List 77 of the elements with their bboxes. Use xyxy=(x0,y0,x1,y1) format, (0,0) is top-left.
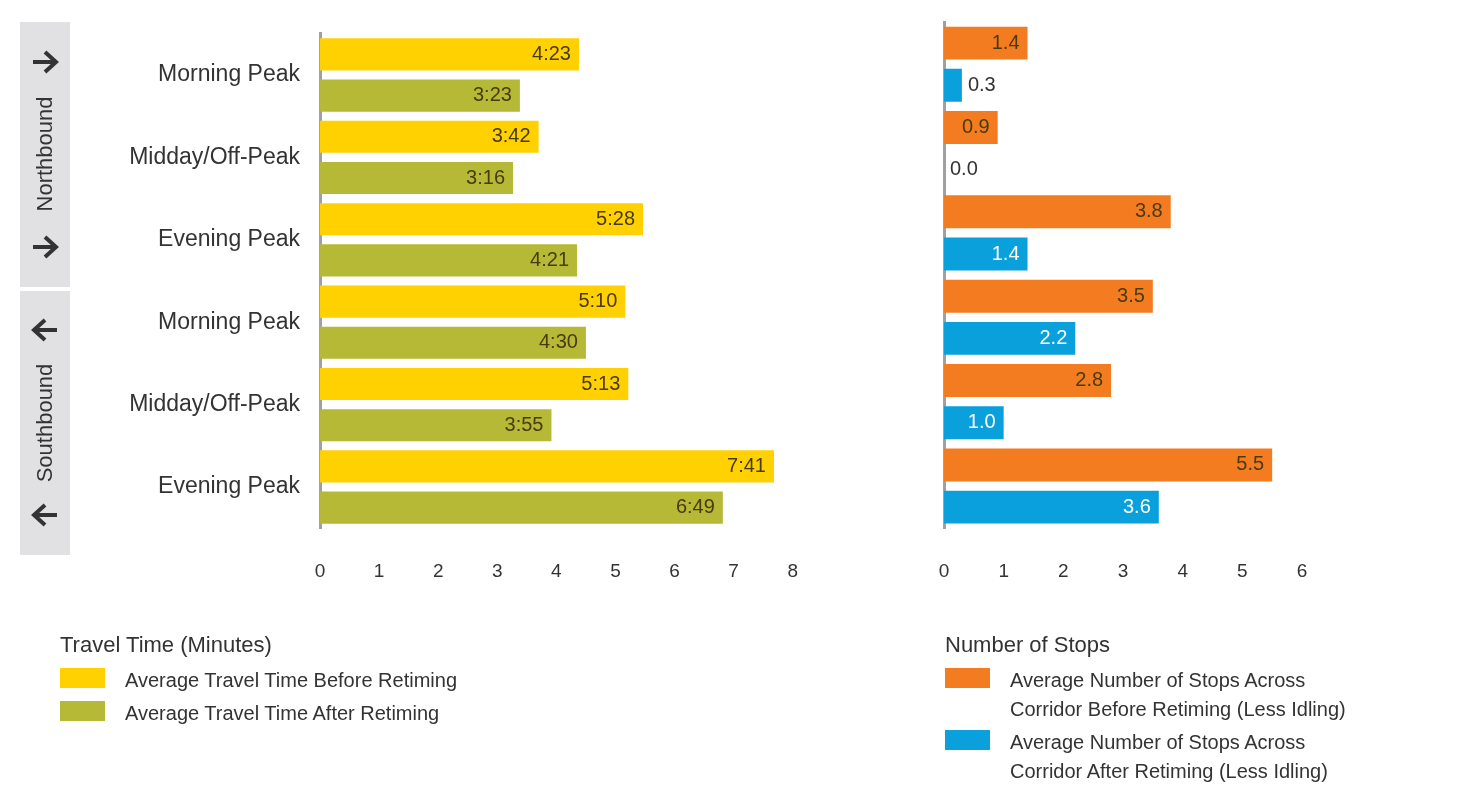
legend-label: Average Number of Stops Across Corridor Before Retiming (Less Idling) xyxy=(1010,668,1347,722)
x-tick-label: 3 xyxy=(491,559,503,581)
bar xyxy=(320,491,723,524)
data-label: 0.0 xyxy=(950,157,978,180)
data-label: 3:55 xyxy=(504,412,544,435)
bar xyxy=(944,406,1004,440)
x-tick-label: 0 xyxy=(938,559,950,581)
bar xyxy=(944,111,998,144)
data-label: 3:16 xyxy=(466,165,506,188)
text: Northbound xyxy=(32,96,58,212)
data-label: 2.8 xyxy=(1075,368,1104,391)
bar xyxy=(320,120,539,153)
data-label: 1.0 xyxy=(967,410,996,433)
x-tick-label: 3 xyxy=(1117,559,1129,581)
legend-label: Average Number of Stops Across Corridor After Retiming (Less Idling) xyxy=(1010,730,1329,784)
data-label: 2.2 xyxy=(1039,325,1068,348)
bar xyxy=(320,161,514,195)
x-tick-label: 2 xyxy=(1058,559,1069,581)
bar xyxy=(320,38,579,71)
y-tick-label: Evening Peak xyxy=(158,225,301,252)
bar xyxy=(320,203,644,236)
bar xyxy=(320,409,552,442)
x-tick-label: 0 xyxy=(314,559,326,581)
x-tick-label: 1 xyxy=(373,559,385,581)
x-tick-label: 7 xyxy=(728,559,739,581)
y-tick-label: Morning Peak xyxy=(158,307,301,334)
legend-label: Average Travel Time Before Retiming xyxy=(125,668,458,693)
bar xyxy=(320,450,774,483)
data-label: 5:13 xyxy=(581,371,621,394)
x-tick-label: 4 xyxy=(551,559,563,581)
legend-title: Travel Time (Minutes) xyxy=(60,632,273,658)
bar xyxy=(944,26,1028,60)
x-tick-label: 5 xyxy=(1237,559,1248,581)
bar xyxy=(944,279,1153,313)
y-tick-label: Midday/Off-Peak xyxy=(129,142,301,169)
x-tick-label: 1 xyxy=(998,559,1009,581)
bar xyxy=(320,367,629,401)
y-tick-label: Midday/Off-Peak xyxy=(129,389,301,416)
bar xyxy=(944,195,1171,229)
data-label: 6:49 xyxy=(675,495,715,518)
data-label: 4:30 xyxy=(538,330,578,353)
bar xyxy=(320,244,578,277)
x-tick-label: 6 xyxy=(669,559,680,581)
y-tick-label: Morning Peak xyxy=(158,60,301,87)
data-label: 1.4 xyxy=(991,30,1020,53)
text: Southbound xyxy=(32,363,58,483)
data-label: 3.5 xyxy=(1117,283,1145,306)
x-tick-label: 8 xyxy=(787,559,799,581)
data-label: 5.5 xyxy=(1236,452,1265,475)
data-label: 0.3 xyxy=(967,72,996,95)
data-label: 3:42 xyxy=(491,124,531,147)
x-tick-label: 4 xyxy=(1177,559,1189,581)
data-label: 3.8 xyxy=(1134,199,1163,222)
x-tick-label: 2 xyxy=(432,559,444,581)
x-tick-label: 5 xyxy=(610,559,621,581)
y-tick-label: Evening Peak xyxy=(158,472,301,499)
data-label: 4:21 xyxy=(530,247,570,270)
data-label: 1.4 xyxy=(991,241,1020,264)
data-label: 7:41 xyxy=(727,453,766,476)
bar xyxy=(944,68,962,102)
bar xyxy=(944,448,1273,482)
bar xyxy=(320,326,586,359)
legend-label: Average Travel Time After Retiming xyxy=(125,701,440,726)
legend-title: Number of Stops xyxy=(945,632,1112,658)
bar xyxy=(320,79,520,112)
data-label: 0.9 xyxy=(961,114,990,137)
bar xyxy=(944,490,1159,524)
data-label: 5:10 xyxy=(578,289,618,312)
bar xyxy=(944,364,1112,398)
data-label: 4:23 xyxy=(532,41,571,64)
bar xyxy=(944,321,1076,355)
data-label: 5:28 xyxy=(596,206,636,229)
data-label: 3.6 xyxy=(1122,494,1151,517)
bar xyxy=(944,237,1028,271)
bar xyxy=(320,285,626,318)
x-tick-label: 6 xyxy=(1296,559,1308,581)
data-label: 3:23 xyxy=(472,83,512,106)
